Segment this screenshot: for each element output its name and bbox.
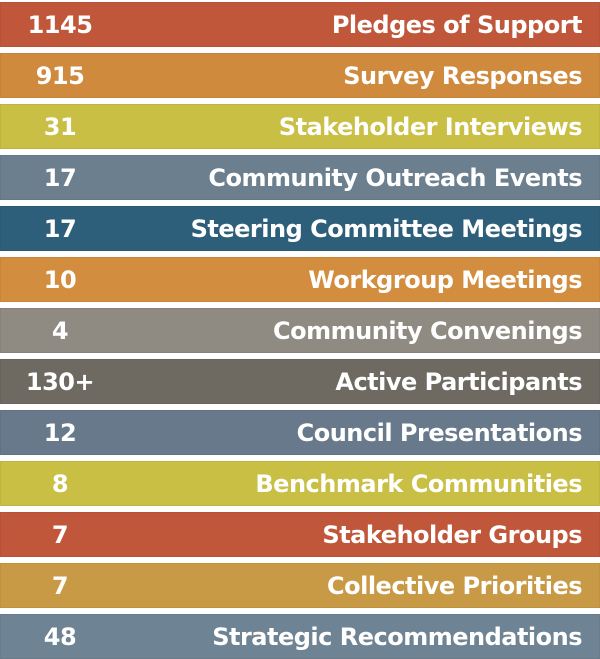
stat-value: 4 xyxy=(51,316,69,345)
stat-row-pledges-of-support: 1145 Pledges of Support xyxy=(0,2,600,47)
stat-label: Stakeholder Interviews xyxy=(278,112,583,141)
stat-label: Pledges of Support xyxy=(331,10,583,39)
stat-label: Stakeholder Groups xyxy=(322,520,582,549)
stat-label: Workgroup Meetings xyxy=(308,265,582,294)
stat-value: 17 xyxy=(43,163,77,192)
stat-row-council-presentations: 12 Council Presentations xyxy=(0,410,600,455)
stat-row-community-outreach-events: 17 Community Outreach Events xyxy=(0,155,600,200)
stat-row-collective-priorities: 7 Collective Priorities xyxy=(0,563,600,608)
stat-label: Strategic Recommendations xyxy=(212,622,582,651)
stat-row-stakeholder-interviews: 31 Stakeholder Interviews xyxy=(0,104,600,149)
stat-label: Survey Responses xyxy=(343,61,582,90)
stat-label: Active Participants xyxy=(335,367,582,396)
stat-label: Benchmark Communities xyxy=(255,469,582,498)
stat-label: Council Presentations xyxy=(296,418,583,447)
stat-row-stakeholder-groups: 7 Stakeholder Groups xyxy=(0,512,600,557)
stat-label: Steering Committee Meetings xyxy=(190,214,583,243)
stat-value: 8 xyxy=(51,469,69,498)
stat-row-survey-responses: 915 Survey Responses xyxy=(0,53,600,98)
stat-value: 7 xyxy=(51,520,69,549)
stat-row-strategic-recommendations: 48 Strategic Recommendations xyxy=(0,614,600,659)
stat-label: Community Outreach Events xyxy=(208,163,582,192)
stat-value: 48 xyxy=(43,622,77,651)
stat-row-community-convenings: 4 Community Convenings xyxy=(0,308,600,353)
stat-row-benchmark-communities: 8 Benchmark Communities xyxy=(0,461,600,506)
stat-value: 915 xyxy=(35,61,85,90)
stat-row-steering-committee-meetings: 17 Steering Committee Meetings xyxy=(0,206,600,251)
stat-value: 12 xyxy=(43,418,77,447)
stat-value: 130+ xyxy=(25,367,95,396)
stat-row-workgroup-meetings: 10 Workgroup Meetings xyxy=(0,257,600,302)
stat-label: Collective Priorities xyxy=(327,571,583,600)
stat-row-active-participants: 130+ Active Participants xyxy=(0,359,600,404)
stat-value: 31 xyxy=(43,112,77,141)
stat-value: 1145 xyxy=(27,10,93,39)
stat-value: 10 xyxy=(43,265,77,294)
stat-value: 7 xyxy=(51,571,69,600)
stat-value: 17 xyxy=(43,214,77,243)
stat-label: Community Convenings xyxy=(273,316,582,345)
